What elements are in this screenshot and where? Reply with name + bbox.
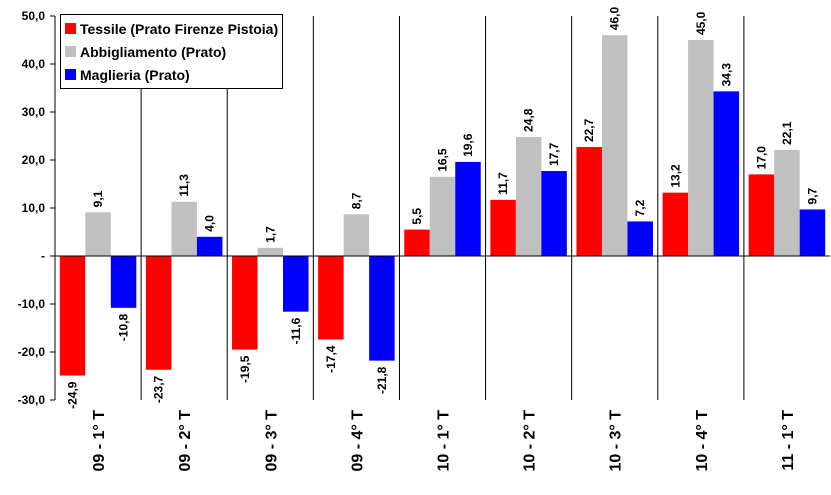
legend-item-maglieria: Maglieria (Prato) (65, 63, 278, 86)
data-label: 1,7 (263, 226, 277, 243)
bar (145, 256, 172, 370)
bar (85, 212, 111, 256)
legend-item-tessile: Tessile (Prato Firenze Pistoia) (65, 17, 278, 40)
bar (515, 136, 542, 256)
x-category-label: 10 - 3° T (608, 410, 625, 472)
bar (369, 256, 395, 361)
x-category-label: 11 - 1° T (780, 410, 797, 471)
data-label: 4,0 (203, 215, 217, 232)
y-tick-label: - (41, 249, 45, 263)
legend-swatch-tessile (65, 23, 76, 34)
bar (688, 40, 714, 256)
x-category-label: 10 - 1° T (436, 410, 453, 472)
bar (232, 256, 258, 350)
data-label: 7,2 (633, 199, 647, 216)
x-category-label: 09 - 2° T (177, 410, 194, 472)
data-label: -24,9 (66, 381, 80, 409)
data-label: 8,7 (349, 192, 363, 209)
data-label: 34,3 (719, 63, 733, 87)
data-label: -19,5 (238, 355, 252, 383)
x-category-label: 09 - 1° T (91, 410, 108, 472)
data-label: 17,7 (547, 142, 561, 166)
data-label: 9,7 (805, 187, 819, 204)
data-label: 19,6 (461, 133, 475, 157)
legend-label-abbigliamento: Abbigliamento (Prato) (80, 43, 227, 60)
data-label: -23,7 (152, 375, 166, 403)
x-category-label: 09 - 4° T (349, 410, 366, 472)
legend-label-maglieria: Maglieria (Prato) (80, 66, 190, 83)
bar (171, 201, 197, 256)
bar (713, 91, 740, 256)
bars-layer (59, 35, 826, 376)
labels-layer: -24,9 -23,7 -19,5 -17,4 5,5 11,7 22,7 13,2 17,0 9… (18, 7, 820, 472)
data-label: 24,8 (522, 108, 536, 132)
bar (283, 256, 309, 312)
bar (429, 176, 456, 256)
data-label: 46,0 (608, 7, 622, 31)
data-label: 17,0 (754, 146, 768, 170)
y-tick-label: 30,0 (22, 105, 46, 119)
y-tick-label: -20,0 (18, 345, 46, 359)
data-label: -21,8 (375, 366, 389, 394)
bar (110, 256, 137, 308)
bar (627, 221, 653, 256)
data-label: 11,3 (177, 174, 191, 197)
legend-swatch-abbigliamento (65, 46, 76, 57)
legend-swatch-maglieria (65, 69, 76, 80)
bar (774, 149, 800, 256)
bar (404, 229, 430, 256)
bar (576, 147, 602, 256)
x-category-label: 10 - 4° T (694, 410, 711, 472)
legend: Tessile (Prato Firenze Pistoia) Abbiglia… (60, 14, 284, 89)
y-tick-label: -10,0 (18, 297, 46, 311)
data-label: 22,1 (780, 121, 794, 145)
bar (799, 209, 826, 256)
data-label: -11,6 (289, 317, 303, 344)
legend-item-abbigliamento: Abbigliamento (Prato) (65, 40, 278, 63)
y-tick-label: 10,0 (22, 201, 46, 215)
data-label: 11,7 (496, 172, 510, 195)
bar (196, 236, 223, 256)
data-label: 13,2 (668, 164, 682, 188)
legend-label-tessile: Tessile (Prato Firenze Pistoia) (80, 20, 279, 37)
data-label: -10,8 (117, 314, 131, 342)
data-label: 22,7 (582, 118, 596, 142)
data-label: 9,1 (91, 190, 105, 207)
bar (455, 161, 481, 256)
bar (662, 192, 689, 256)
x-category-label: 10 - 2° T (522, 410, 539, 472)
bar (59, 256, 86, 376)
data-label: 16,5 (436, 148, 450, 172)
y-tick-label: 40,0 (22, 57, 46, 71)
data-label: -17,4 (324, 345, 338, 373)
y-tick-label: -30,0 (18, 393, 46, 407)
bar (748, 174, 775, 256)
bar (601, 35, 628, 257)
y-tick-label: 20,0 (22, 153, 46, 167)
bar (541, 171, 567, 256)
data-label: 5,5 (410, 208, 424, 225)
bar (257, 247, 284, 256)
data-label: 45,0 (694, 11, 708, 35)
bar (490, 199, 516, 256)
x-category-label: 09 - 3° T (263, 410, 280, 472)
bar (318, 256, 344, 340)
y-tick-label: 50,0 (22, 9, 46, 23)
bar (343, 214, 370, 256)
